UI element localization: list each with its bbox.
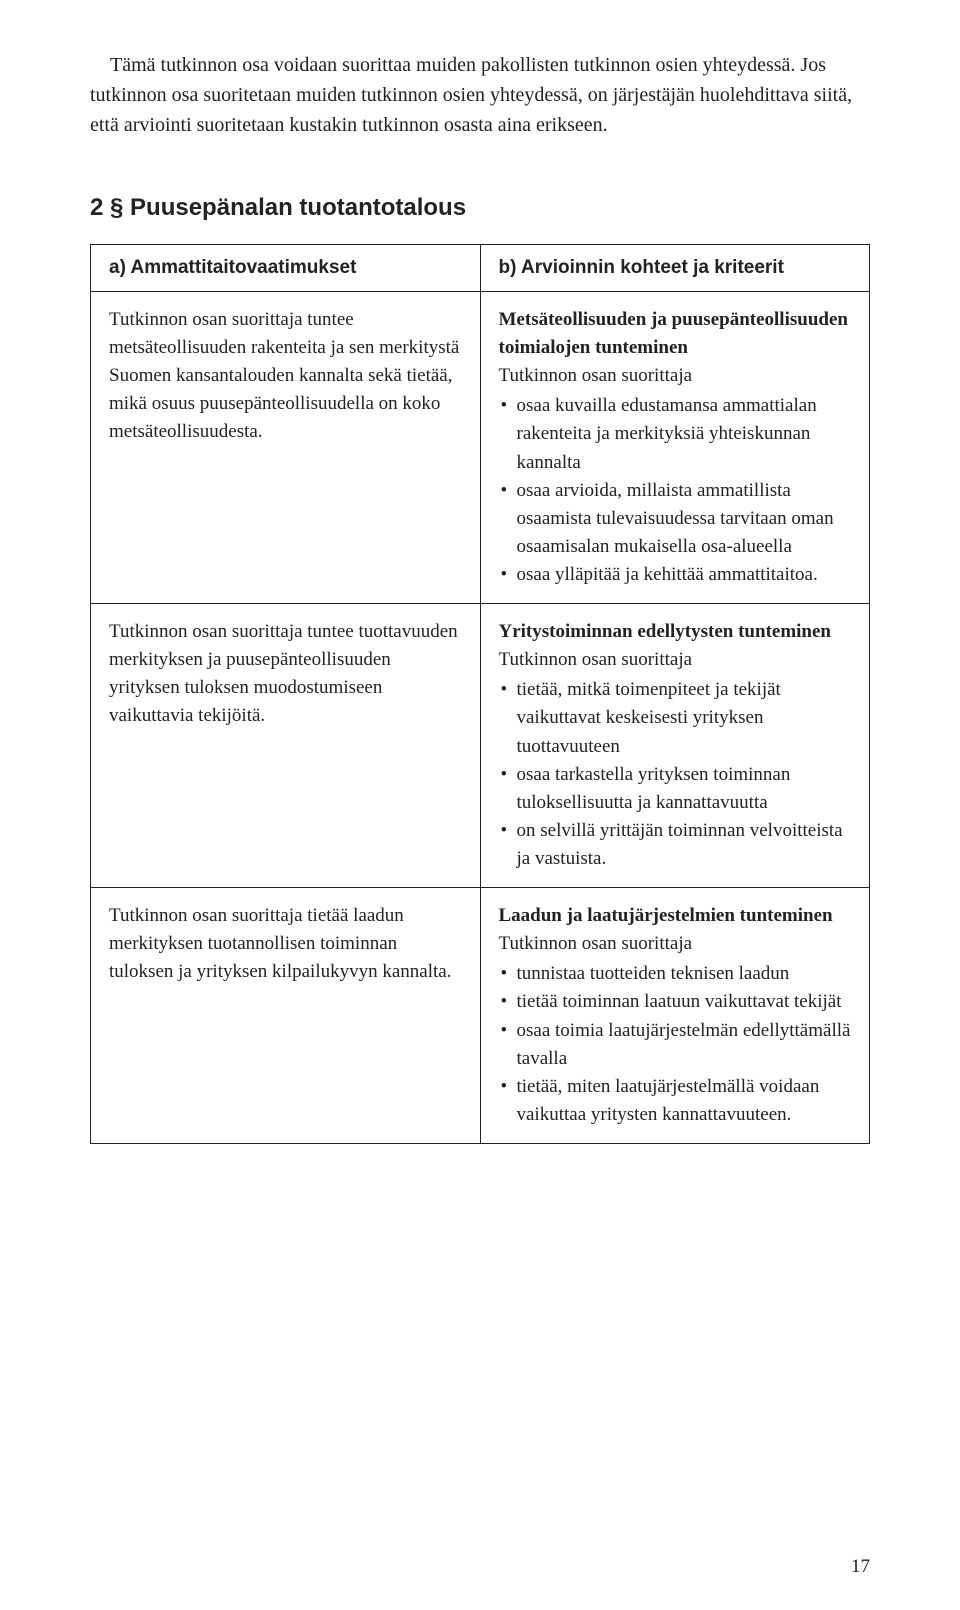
col-header-left: a) Ammattitaitovaatimukset [91,245,481,292]
bullet-item: osaa tarkastella yrityksen toiminnan tul… [499,761,852,817]
table-body: Tutkinnon osan suorittaja tuntee metsäte… [91,292,870,1144]
cell-right-heading: Laadun ja laatujärjestelmien tunteminen [499,902,852,930]
bullet-item: osaa toimia laatujärjestelmän edellyttäm… [499,1017,852,1073]
cell-right-intro: Tutkinnon osan suorittaja [499,646,852,674]
bullet-item: tietää, mitkä toimenpiteet ja tekijät va… [499,676,852,760]
cell-left: Tutkinnon osan suorittaja tuntee metsäte… [91,292,481,604]
table-row: Tutkinnon osan suorittaja tuntee metsäte… [91,292,870,604]
bullet-item: osaa kuvailla edustamansa ammattialan ra… [499,392,852,476]
cell-right-intro: Tutkinnon osan suorittaja [499,930,852,958]
col-header-right: b) Arvioinnin kohteet ja kriteerit [480,245,870,292]
bullet-item: osaa arvioida, millaista ammatillista os… [499,477,852,561]
bullet-item: tunnistaa tuotteiden teknisen laadun [499,960,852,988]
bullet-list: tunnistaa tuotteiden teknisen laaduntiet… [499,960,852,1129]
bullet-item: tietää, miten laatujärjestelmällä voidaa… [499,1073,852,1129]
bullet-item: on selvillä yrittäjän toiminnan velvoitt… [499,817,852,873]
cell-right: Laadun ja laatujärjestelmien tunteminenT… [480,888,870,1144]
requirements-table: a) Ammattitaitovaatimukset b) Arvioinnin… [90,244,870,1144]
cell-right-intro: Tutkinnon osan suorittaja [499,362,852,390]
bullet-item: osaa ylläpitää ja kehittää ammattitaitoa… [499,561,852,589]
cell-left-text: Tutkinnon osan suorittaja tuntee metsäte… [109,306,462,447]
cell-left: Tutkinnon osan suorittaja tietää laadun … [91,888,481,1144]
section-heading: 2 § Puusepänalan tuotantotalous [90,194,870,222]
cell-left-text: Tutkinnon osan suorittaja tuntee tuottav… [109,618,462,730]
cell-left-text: Tutkinnon osan suorittaja tietää laadun … [109,902,462,986]
cell-right: Yritystoiminnan edellytysten tunteminenT… [480,604,870,888]
bullet-list: tietää, mitkä toimenpiteet ja tekijät va… [499,676,852,873]
cell-left: Tutkinnon osan suorittaja tuntee tuottav… [91,604,481,888]
bullet-list: osaa kuvailla edustamansa ammattialan ra… [499,392,852,589]
table-row: Tutkinnon osan suorittaja tietää laadun … [91,888,870,1144]
page-number: 17 [851,1556,870,1578]
table-row: Tutkinnon osan suorittaja tuntee tuottav… [91,604,870,888]
cell-right-heading: Yritystoiminnan edellytysten tunteminen [499,618,852,646]
intro-paragraph: Tämä tutkinnon osa voidaan suorittaa mui… [90,50,870,140]
cell-right: Metsäteollisuuden ja puusepänteollisuude… [480,292,870,604]
bullet-item: tietää toiminnan laatuun vaikuttavat tek… [499,988,852,1016]
cell-right-heading: Metsäteollisuuden ja puusepänteollisuude… [499,306,852,362]
